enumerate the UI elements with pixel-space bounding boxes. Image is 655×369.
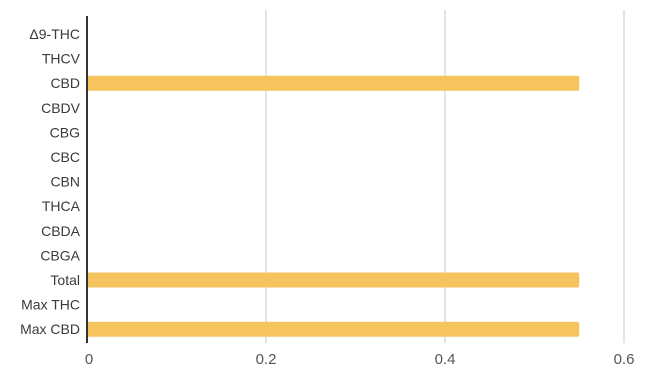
x-tick-label: 0.6 [614,351,635,368]
x-tick-label: 0.4 [435,351,456,368]
bar [87,75,580,91]
category-label: THCV [42,51,81,67]
grid-lines [265,10,625,343]
x-tick-labels: 0 0.2 0.4 0.6 [85,351,635,368]
x-tick-label: 0 [85,351,93,368]
category-label: Δ9-THC [29,26,80,42]
category-label: CBD [50,75,80,91]
category-label: Total [50,272,80,288]
x-tick-label: 0.2 [256,351,277,368]
category-labels: Δ9-THC THCV CBD CBDV CBG CBC CBN THCA CBDA CBGA To… [20,26,81,337]
category-label: CBN [50,174,80,190]
category-label: Max CBD [20,321,80,337]
category-label: CBGA [40,247,80,263]
category-label: CBG [50,124,80,140]
bars [87,75,580,337]
category-label: THCA [42,198,81,214]
category-label: CBDV [41,100,81,116]
bar [87,272,580,288]
category-label: Max THC [21,297,80,313]
bar [87,321,580,337]
category-label: CBDA [41,223,81,239]
category-label: CBC [50,149,80,165]
